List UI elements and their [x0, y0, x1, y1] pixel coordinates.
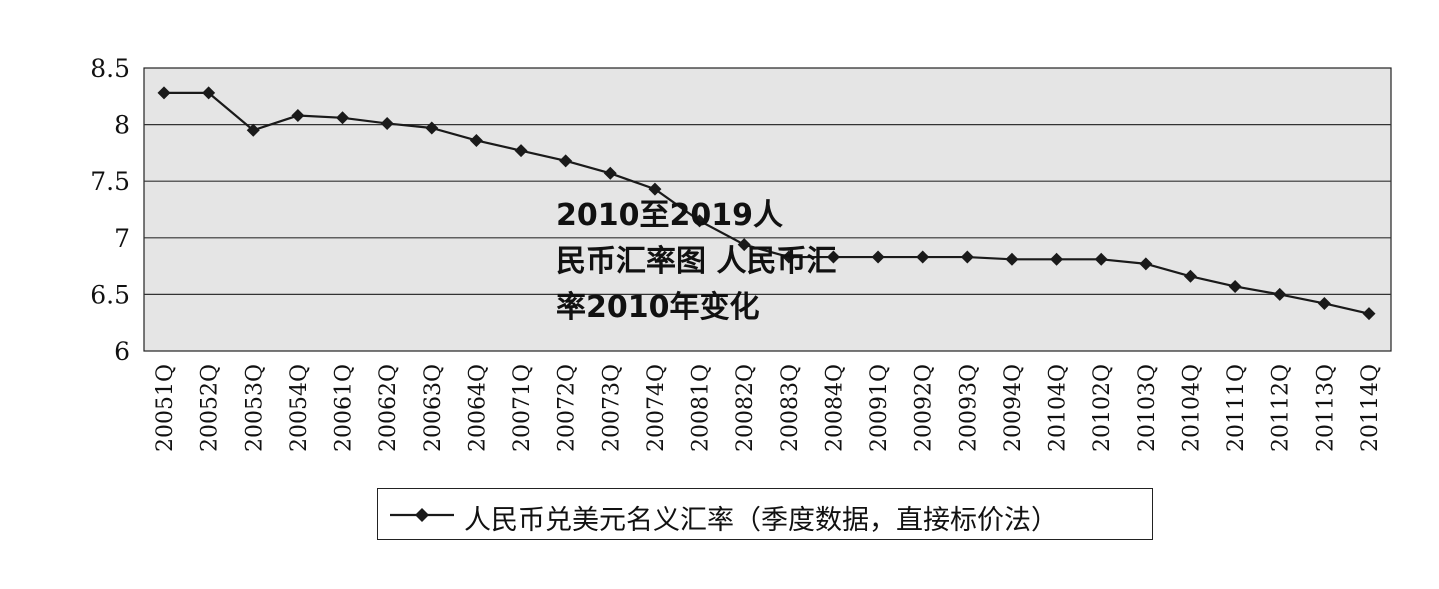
- x-tick-label: 20053Q: [242, 364, 267, 452]
- data-point: [380, 116, 394, 130]
- gridlines: [144, 123, 1391, 295]
- data-point: [291, 109, 305, 123]
- data-point: [514, 144, 528, 158]
- data-point: [425, 121, 439, 135]
- x-tick-label: 20082Q: [733, 364, 758, 452]
- y-tick-label: 7.5: [90, 167, 130, 196]
- x-tick-label: 20093Q: [956, 364, 981, 452]
- y-tick-label: 7: [114, 224, 130, 253]
- data-point: [648, 182, 662, 196]
- data-point: [737, 238, 751, 252]
- x-tick-label: 20113Q: [1313, 364, 1338, 452]
- data-point: [916, 250, 930, 264]
- data-point: [157, 86, 171, 100]
- x-tick-label: 20051Q: [153, 364, 178, 452]
- data-point: [246, 123, 260, 137]
- y-tick-label: 8: [114, 111, 130, 140]
- x-tick-label: 20064Q: [465, 364, 490, 452]
- x-tick-label: 20092Q: [912, 364, 937, 452]
- data-point: [202, 86, 216, 100]
- x-tick-label: 20102Q: [1090, 364, 1115, 452]
- x-tick-label: 20083Q: [778, 364, 803, 452]
- y-tick-label: 6: [114, 337, 130, 366]
- y-axis-ticks: 8.5 8 7.5 7 6.5 6: [90, 54, 130, 366]
- data-point: [1317, 296, 1331, 310]
- data-point: [559, 154, 573, 168]
- data-point: [782, 250, 796, 264]
- watermark-line-3: 率2010年变化: [556, 290, 760, 325]
- legend-label: 人民币兑美元名义汇率（季度数据，直接标价法）: [464, 505, 1058, 536]
- x-axis-ticks: 20051Q 20052Q 20053Q 20054Q 20061Q 20062Q 2006…: [153, 364, 1383, 452]
- x-tick-label: 20104Q: [1179, 364, 1204, 452]
- data-point: [1139, 257, 1153, 271]
- x-tick-label: 20052Q: [198, 364, 223, 452]
- x-tick-label: 20081Q: [689, 364, 714, 452]
- x-tick-label: 20094Q: [1001, 364, 1026, 452]
- watermark-line-2: 民币汇率图 人民币汇: [556, 244, 837, 279]
- data-point: [603, 166, 617, 180]
- data-point: [871, 250, 885, 264]
- y-tick-label: 8.5: [90, 54, 130, 83]
- x-tick-label: 20054Q: [287, 364, 312, 452]
- x-tick-label: 20111Q: [1224, 364, 1249, 452]
- data-point: [1094, 252, 1108, 266]
- x-tick-label: 20114Q: [1358, 364, 1383, 452]
- plot-area: [143, 67, 1392, 352]
- x-tick-label: 20062Q: [376, 364, 401, 452]
- x-tick-label: 20073Q: [599, 364, 624, 452]
- x-tick-label: 20091Q: [867, 364, 892, 452]
- watermark-line-1: 2010至2019人: [556, 198, 783, 233]
- series-markers: [157, 86, 1376, 321]
- data-point: [1005, 252, 1019, 266]
- x-tick-label: 20074Q: [644, 364, 669, 452]
- x-tick-label: 20084Q: [822, 364, 847, 452]
- legend-marker-icon: [390, 508, 454, 522]
- y-tick-label: 6.5: [90, 280, 130, 309]
- watermark-title: 2010至2019人 民币汇率图 人民币汇 率2010年变化: [556, 193, 896, 331]
- x-tick-label: 20061Q: [332, 364, 357, 452]
- data-point: [1183, 269, 1197, 283]
- series-line: [164, 91, 1370, 315]
- data-point: [1273, 287, 1287, 301]
- data-point: [336, 111, 350, 125]
- x-tick-label: 20112Q: [1269, 364, 1294, 452]
- data-point: [693, 214, 707, 228]
- data-point: [1228, 279, 1242, 293]
- data-point: [1050, 252, 1064, 266]
- data-point: [826, 250, 840, 264]
- x-tick-label: 20103Q: [1135, 364, 1160, 452]
- x-tick-label: 20063Q: [421, 364, 446, 452]
- legend: 人民币兑美元名义汇率（季度数据，直接标价法）: [377, 488, 1153, 540]
- data-point: [960, 250, 974, 264]
- data-point: [469, 133, 483, 147]
- x-tick-label: 20071Q: [510, 364, 535, 452]
- x-tick-label: 20072Q: [555, 364, 580, 452]
- data-point: [1362, 307, 1376, 321]
- x-tick-label: 20104Q: [1046, 364, 1071, 452]
